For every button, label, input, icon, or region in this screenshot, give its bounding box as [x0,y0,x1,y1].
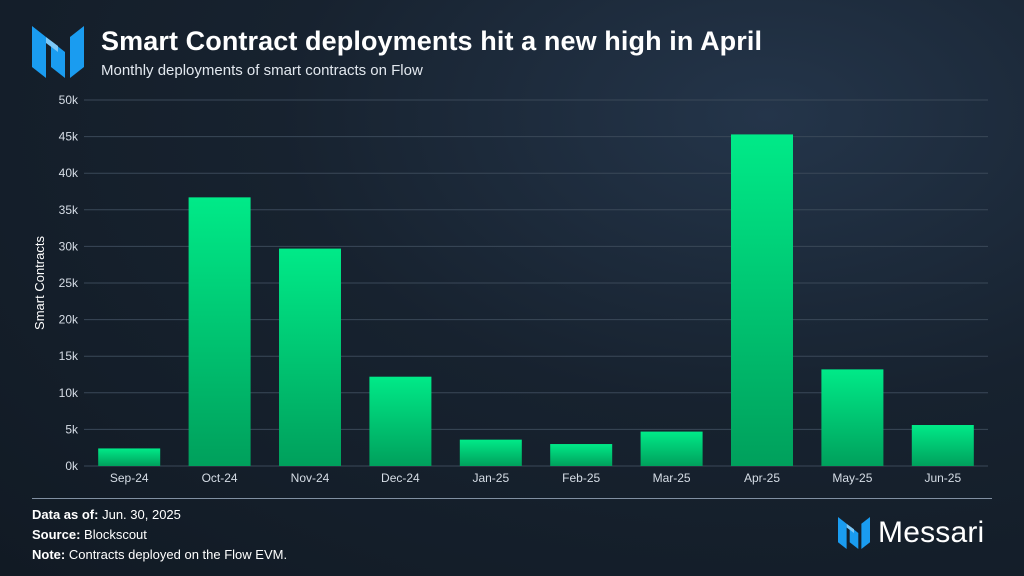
brand: Messari [838,515,984,551]
y-axis-label: Smart Contracts [32,236,47,330]
footer-divider [32,498,992,499]
source-label: Source: [32,527,81,542]
y-tick-label: 35k [59,203,79,217]
bar-oct-24 [188,197,251,466]
source-value: Blockscout [84,527,147,542]
bar-jan-25 [459,439,522,466]
y-tick-label: 5k [65,422,79,436]
y-tick-label: 45k [59,130,79,144]
y-tick-label: 15k [59,349,79,363]
x-tick-label: Sep-24 [110,471,149,485]
x-tick-label: Nov-24 [291,471,330,485]
x-tick-label: Apr-25 [744,471,780,485]
bar-dec-24 [369,376,432,466]
x-tick-label: Feb-25 [562,471,600,485]
y-tick-label: 25k [59,276,79,290]
x-tick-label: Mar-25 [653,471,691,485]
bar-jun-25 [911,425,974,466]
y-tick-label: 40k [59,166,79,180]
bar-nov-24 [279,248,341,466]
bar-mar-25 [640,431,703,466]
note: Note: Contracts deployed on the Flow EVM… [32,547,287,562]
messari-logo-icon [838,517,870,549]
messari-logo-icon [32,26,84,78]
chart-title: Smart Contract deployments hit a new hig… [101,26,763,56]
x-tick-label: May-25 [832,471,872,485]
note-value: Contracts deployed on the Flow EVM. [68,547,288,562]
data-as-of: Data as of: Jun. 30, 2025 [32,507,181,522]
x-tick-label: Dec-24 [381,471,420,485]
brand-name: Messari [878,516,985,549]
data-as-of-value: Jun. 30, 2025 [102,507,181,522]
bar-may-25 [821,369,884,466]
bar-feb-25 [550,444,613,466]
y-tick-label: 0k [65,459,79,473]
bar-apr-25 [731,134,793,467]
x-tick-label: Jan-25 [472,471,509,485]
data-as-of-label: Data as of: [32,507,99,522]
y-tick-label: 50k [59,93,79,107]
y-tick-label: 30k [59,239,79,253]
bar-sep-24 [98,448,161,466]
x-tick-label: Oct-24 [202,471,238,485]
source: Source: Blockscout [32,527,147,542]
x-tick-label: Jun-25 [924,471,961,485]
chart-subtitle: Monthly deployments of smart contracts o… [101,62,423,79]
y-tick-label: 20k [59,313,79,327]
y-tick-label: 10k [59,386,79,400]
note-label: Note: [32,547,66,562]
